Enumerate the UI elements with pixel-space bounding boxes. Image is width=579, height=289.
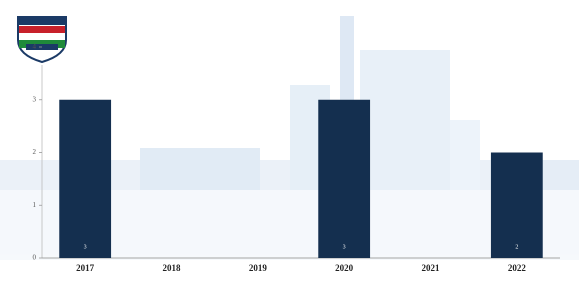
y-tick-label: 0	[33, 254, 37, 262]
x-tick-label: 2020	[335, 263, 354, 273]
bar	[59, 100, 111, 258]
x-tick-label: 2017	[76, 263, 95, 273]
y-tick-label: 2	[33, 148, 37, 156]
value-label: 3	[84, 244, 87, 250]
value-label: 3	[343, 244, 346, 250]
bar	[318, 100, 370, 258]
y-tick-label: 3	[33, 95, 37, 103]
x-tick-label: 2021	[422, 263, 441, 273]
y-tick-label: 1	[33, 201, 37, 209]
x-tick-label: 2019	[249, 263, 268, 273]
bar	[491, 153, 543, 259]
x-tick-label: 2022	[508, 263, 527, 273]
y-tick-label: 4	[33, 43, 37, 51]
chart: 0 1 2 3 4 2017 3 2018 2019 2020 3 2021 2022 2	[0, 0, 579, 289]
x-tick-label: 2018	[163, 263, 182, 273]
logo	[18, 17, 66, 62]
value-label: 2	[515, 244, 518, 250]
